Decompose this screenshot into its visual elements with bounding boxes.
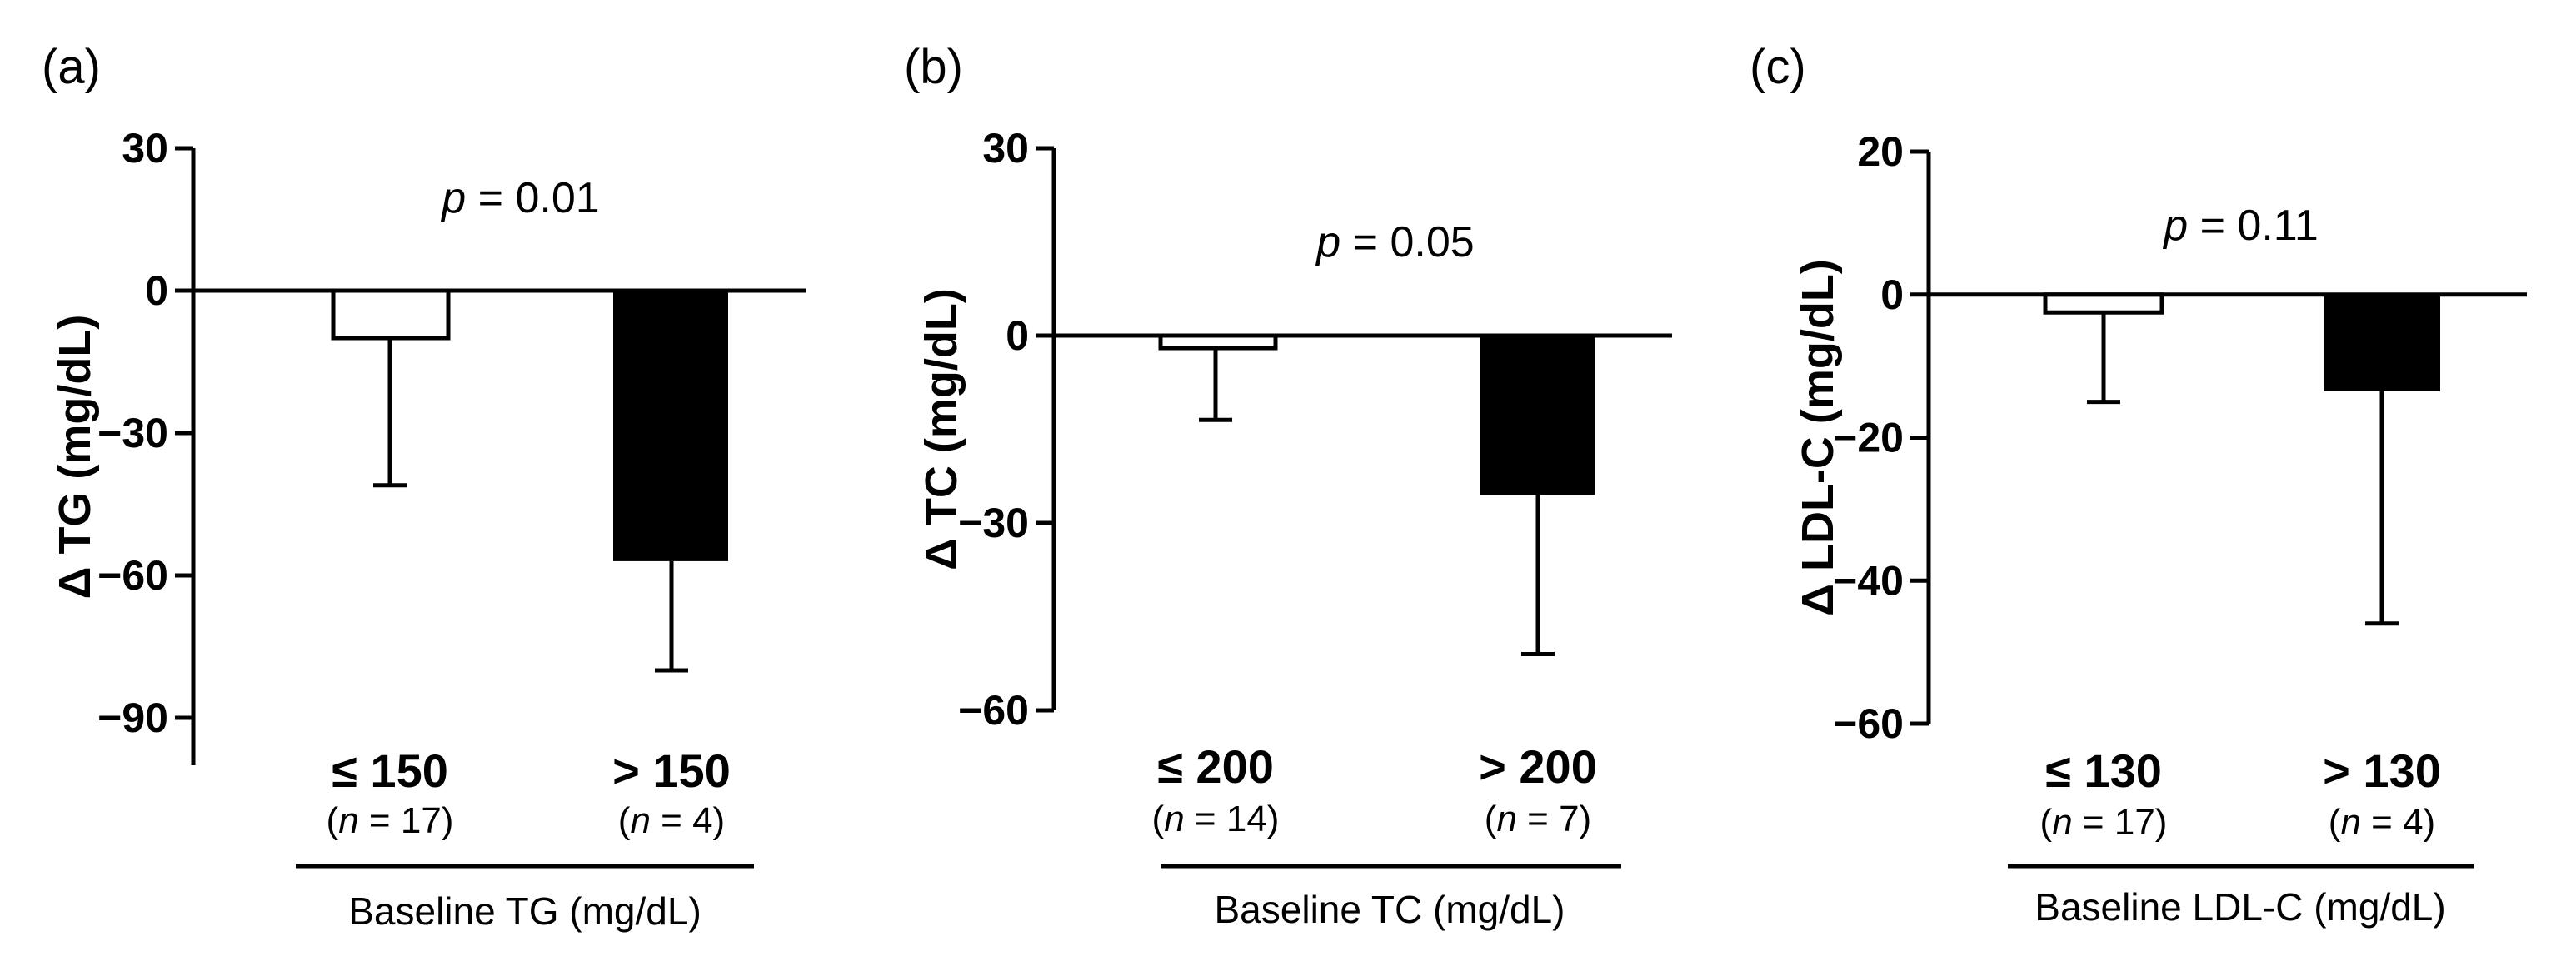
y-axis-title: Δ TG (mg/dL) <box>50 315 100 600</box>
n-open-paren: ( <box>1152 799 1165 839</box>
category-label: ≤ 130 <box>2045 744 2162 797</box>
bar-2 <box>1480 336 1595 495</box>
n-symbol: n <box>2340 802 2360 843</box>
panel-b: (b) 30 0 −30 −60 Δ TC (mg/dL) p = 0.05 ≤ 200 (n … <box>904 40 1672 931</box>
figure: (a) 30 0 −30 −60 −90 Δ TG (mg/dL) p = 0.01 ≤ 150… <box>0 0 2576 956</box>
p-value: p = 0.11 <box>2162 202 2319 250</box>
y-tick-label: 30 <box>122 125 168 172</box>
category-label: > 200 <box>1479 740 1597 793</box>
n-count: (n = 17) <box>2040 802 2168 843</box>
y-tick-label: −30 <box>958 500 1029 546</box>
bar-1 <box>2045 295 2162 312</box>
y-tick-label: −20 <box>1833 415 1904 461</box>
n-value: = 4) <box>2371 802 2435 843</box>
y-tick-label: 30 <box>982 125 1029 172</box>
y-tick-label: 0 <box>145 267 168 314</box>
category-label: ≤ 150 <box>332 744 448 797</box>
y-tick-label: −60 <box>1833 700 1904 747</box>
n-count: (n = 7) <box>1485 799 1591 839</box>
n-symbol: n <box>1164 799 1184 839</box>
n-symbol: n <box>2052 802 2072 843</box>
x-axis-title: Baseline TC (mg/dL) <box>1215 888 1565 931</box>
panel-label: (b) <box>904 40 963 94</box>
panel-a: (a) 30 0 −30 −60 −90 Δ TG (mg/dL) p = 0.01 ≤ 150… <box>42 40 806 933</box>
n-space <box>1185 799 1195 839</box>
bar-2 <box>2324 295 2440 391</box>
y-tick-label: −90 <box>97 695 168 741</box>
n-open-paren: ( <box>618 800 631 841</box>
n-space <box>651 800 661 841</box>
p-space <box>466 174 477 222</box>
category-label: > 130 <box>2323 744 2441 797</box>
p-value-text: = 0.11 <box>2200 202 2319 250</box>
n-open-paren: ( <box>327 800 339 841</box>
p-space <box>2188 202 2199 250</box>
y-tick-label: −60 <box>97 552 168 599</box>
p-value-text: = 0.01 <box>478 174 600 222</box>
n-value: = 4) <box>661 800 725 841</box>
x-axis-title: Baseline LDL-C (mg/dL) <box>2034 885 2445 929</box>
category-label: ≤ 200 <box>1157 740 1274 793</box>
n-open-paren: ( <box>2329 802 2341 843</box>
n-open-paren: ( <box>2040 802 2053 843</box>
n-value: = 14) <box>1195 799 1280 839</box>
category-label: > 150 <box>612 744 731 797</box>
p-value-text: = 0.05 <box>1353 218 1475 266</box>
n-value: = 7) <box>1527 799 1591 839</box>
p-symbol: p <box>440 174 466 222</box>
n-count: (n = 17) <box>327 800 454 841</box>
x-axis-title: Baseline TG (mg/dL) <box>348 889 701 933</box>
y-tick-label: 20 <box>1857 128 1904 175</box>
panel-c: (c) 20 0 −20 −40 −60 Δ LDL-C (mg/dL) p = 0.11 ≤ … <box>1750 40 2527 929</box>
n-count: (n = 4) <box>618 800 725 841</box>
n-symbol: n <box>1496 799 1516 839</box>
n-value: = 17) <box>369 800 454 841</box>
y-tick-label: −60 <box>958 687 1029 734</box>
y-tick-label: −30 <box>97 410 168 456</box>
n-count: (n = 4) <box>2329 802 2435 843</box>
n-count: (n = 14) <box>1152 799 1280 839</box>
n-value: = 17) <box>2083 802 2168 843</box>
n-symbol: n <box>630 800 650 841</box>
y-axis-title: Δ TC (mg/dL) <box>916 288 966 570</box>
n-space <box>2361 802 2371 843</box>
p-value: p = 0.05 <box>1315 218 1474 266</box>
n-space <box>1517 799 1527 839</box>
bar-2 <box>613 291 728 561</box>
panel-label: (c) <box>1750 40 1806 94</box>
n-open-paren: ( <box>1485 799 1497 839</box>
n-space <box>2073 802 2083 843</box>
p-value: p = 0.01 <box>440 174 599 222</box>
y-tick-label: 0 <box>1006 312 1029 359</box>
y-axis-title: Δ LDL-C (mg/dL) <box>1793 259 1843 616</box>
panel-label: (a) <box>42 40 101 94</box>
p-space <box>1340 218 1352 266</box>
bar-1 <box>333 291 448 338</box>
n-symbol: n <box>338 800 358 841</box>
y-tick-label: 0 <box>1880 271 1904 318</box>
y-tick-label: −40 <box>1833 557 1904 604</box>
n-space <box>359 800 369 841</box>
p-symbol: p <box>1315 218 1340 266</box>
p-symbol: p <box>2162 202 2188 250</box>
